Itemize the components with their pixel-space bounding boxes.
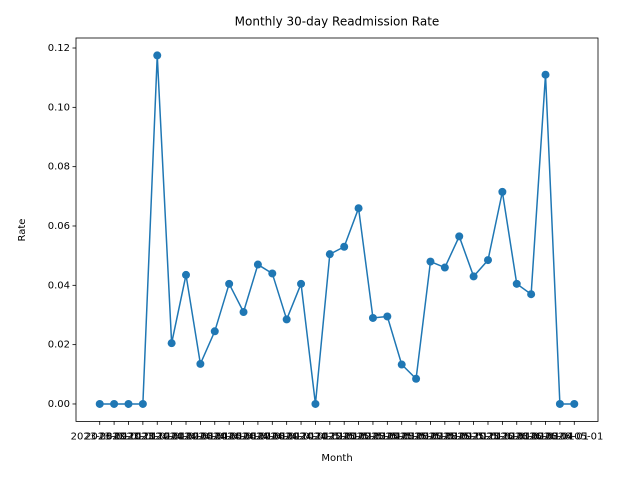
x-tick-label: 2024-07-01 [229,431,287,442]
y-tick-label: 0.02 [48,340,70,351]
marker [397,360,406,369]
y-tick-label: 0.08 [48,162,70,173]
x-tick-label: 2024-04-01 [186,431,244,442]
x-tick-label: 2025-02-01 [330,431,388,442]
x-tick-label: 2026-02-01 [502,431,560,442]
x-tick-label: 2024-01-01 [143,431,201,442]
marker [95,399,104,408]
y-tick-label: 0.10 [48,102,70,113]
x-tick-label: 2024-10-01 [272,431,330,442]
x-tick-label: 2024-11-01 [286,431,344,442]
line [99,55,575,405]
x-tick-label: 2023-08-01 [71,431,129,442]
x-axis-label: Month [321,453,352,464]
marker [440,263,449,272]
marker [527,290,536,299]
plot-frame [75,37,599,422]
marker [138,399,147,408]
x-tick-label: 2026-04-01 [531,431,589,442]
marker [455,232,464,241]
marker [282,315,291,324]
marker [412,374,421,383]
marker [340,242,349,251]
x-tick-label: 2025-08-01 [416,431,474,442]
y-tick-label: 0.00 [48,399,70,410]
marker [368,313,377,322]
marker [541,70,550,79]
marker [426,257,435,266]
x-tick-label: 2023-09-01 [85,431,143,442]
x-tick-label: 2026-05-01 [545,431,603,442]
x-tick-label: 2024-06-01 [214,431,272,442]
marker [325,250,334,259]
x-tick-label: 2024-05-01 [200,431,258,442]
x-tick-label: 2025-10-01 [445,431,503,442]
y-tick-label: 0.12 [48,43,70,54]
x-tick-label: 2024-02-01 [157,431,215,442]
x-tick-label: 2025-04-01 [358,431,416,442]
x-tick-label: 2023-11-01 [114,431,172,442]
x-tick-label: 2023-10-01 [99,431,157,442]
marker [354,204,363,213]
marker [512,279,521,288]
marker [483,256,492,265]
x-tick-label: 2025-07-01 [401,431,459,442]
x-tick-label: 2023-12-01 [128,431,186,442]
x-tick-label: 2026-03-01 [516,431,574,442]
x-tick-label: 2025-09-01 [430,431,488,442]
x-tick-label: 2026-01-01 [488,431,546,442]
y-tick-label: 0.04 [48,280,70,291]
marker [469,272,478,281]
marker [167,339,176,348]
marker [498,187,507,196]
x-tick-label: 2024-03-01 [171,431,229,442]
x-tick-label: 2025-03-01 [344,431,402,442]
marker [253,260,262,269]
marker [297,279,306,288]
marker [239,308,248,317]
marker [225,279,234,288]
x-tick-label: 2025-11-01 [459,431,517,442]
marker [110,399,119,408]
y-tick-label: 0.06 [48,221,70,232]
x-tick-label: 2024-12-01 [301,431,359,442]
marker [268,269,277,278]
x-tick-label: 2025-12-01 [473,431,531,442]
marker [210,327,219,336]
marker [182,270,191,279]
x-tick-label: 2024-08-01 [243,431,301,442]
y-axis-label: Rate [17,219,28,242]
marker [570,399,579,408]
marker [196,359,205,368]
chart-title: Monthly 30-day Readmission Rate [235,15,440,29]
marker [153,51,162,60]
marker [555,399,564,408]
x-tick-label: 2025-06-01 [387,431,445,442]
x-tick-label: 2025-01-01 [315,431,373,442]
marker [383,312,392,321]
marker [311,399,320,408]
x-tick-label: 2024-09-01 [258,431,316,442]
marker [124,399,133,408]
x-tick-label: 2025-05-01 [373,431,431,442]
